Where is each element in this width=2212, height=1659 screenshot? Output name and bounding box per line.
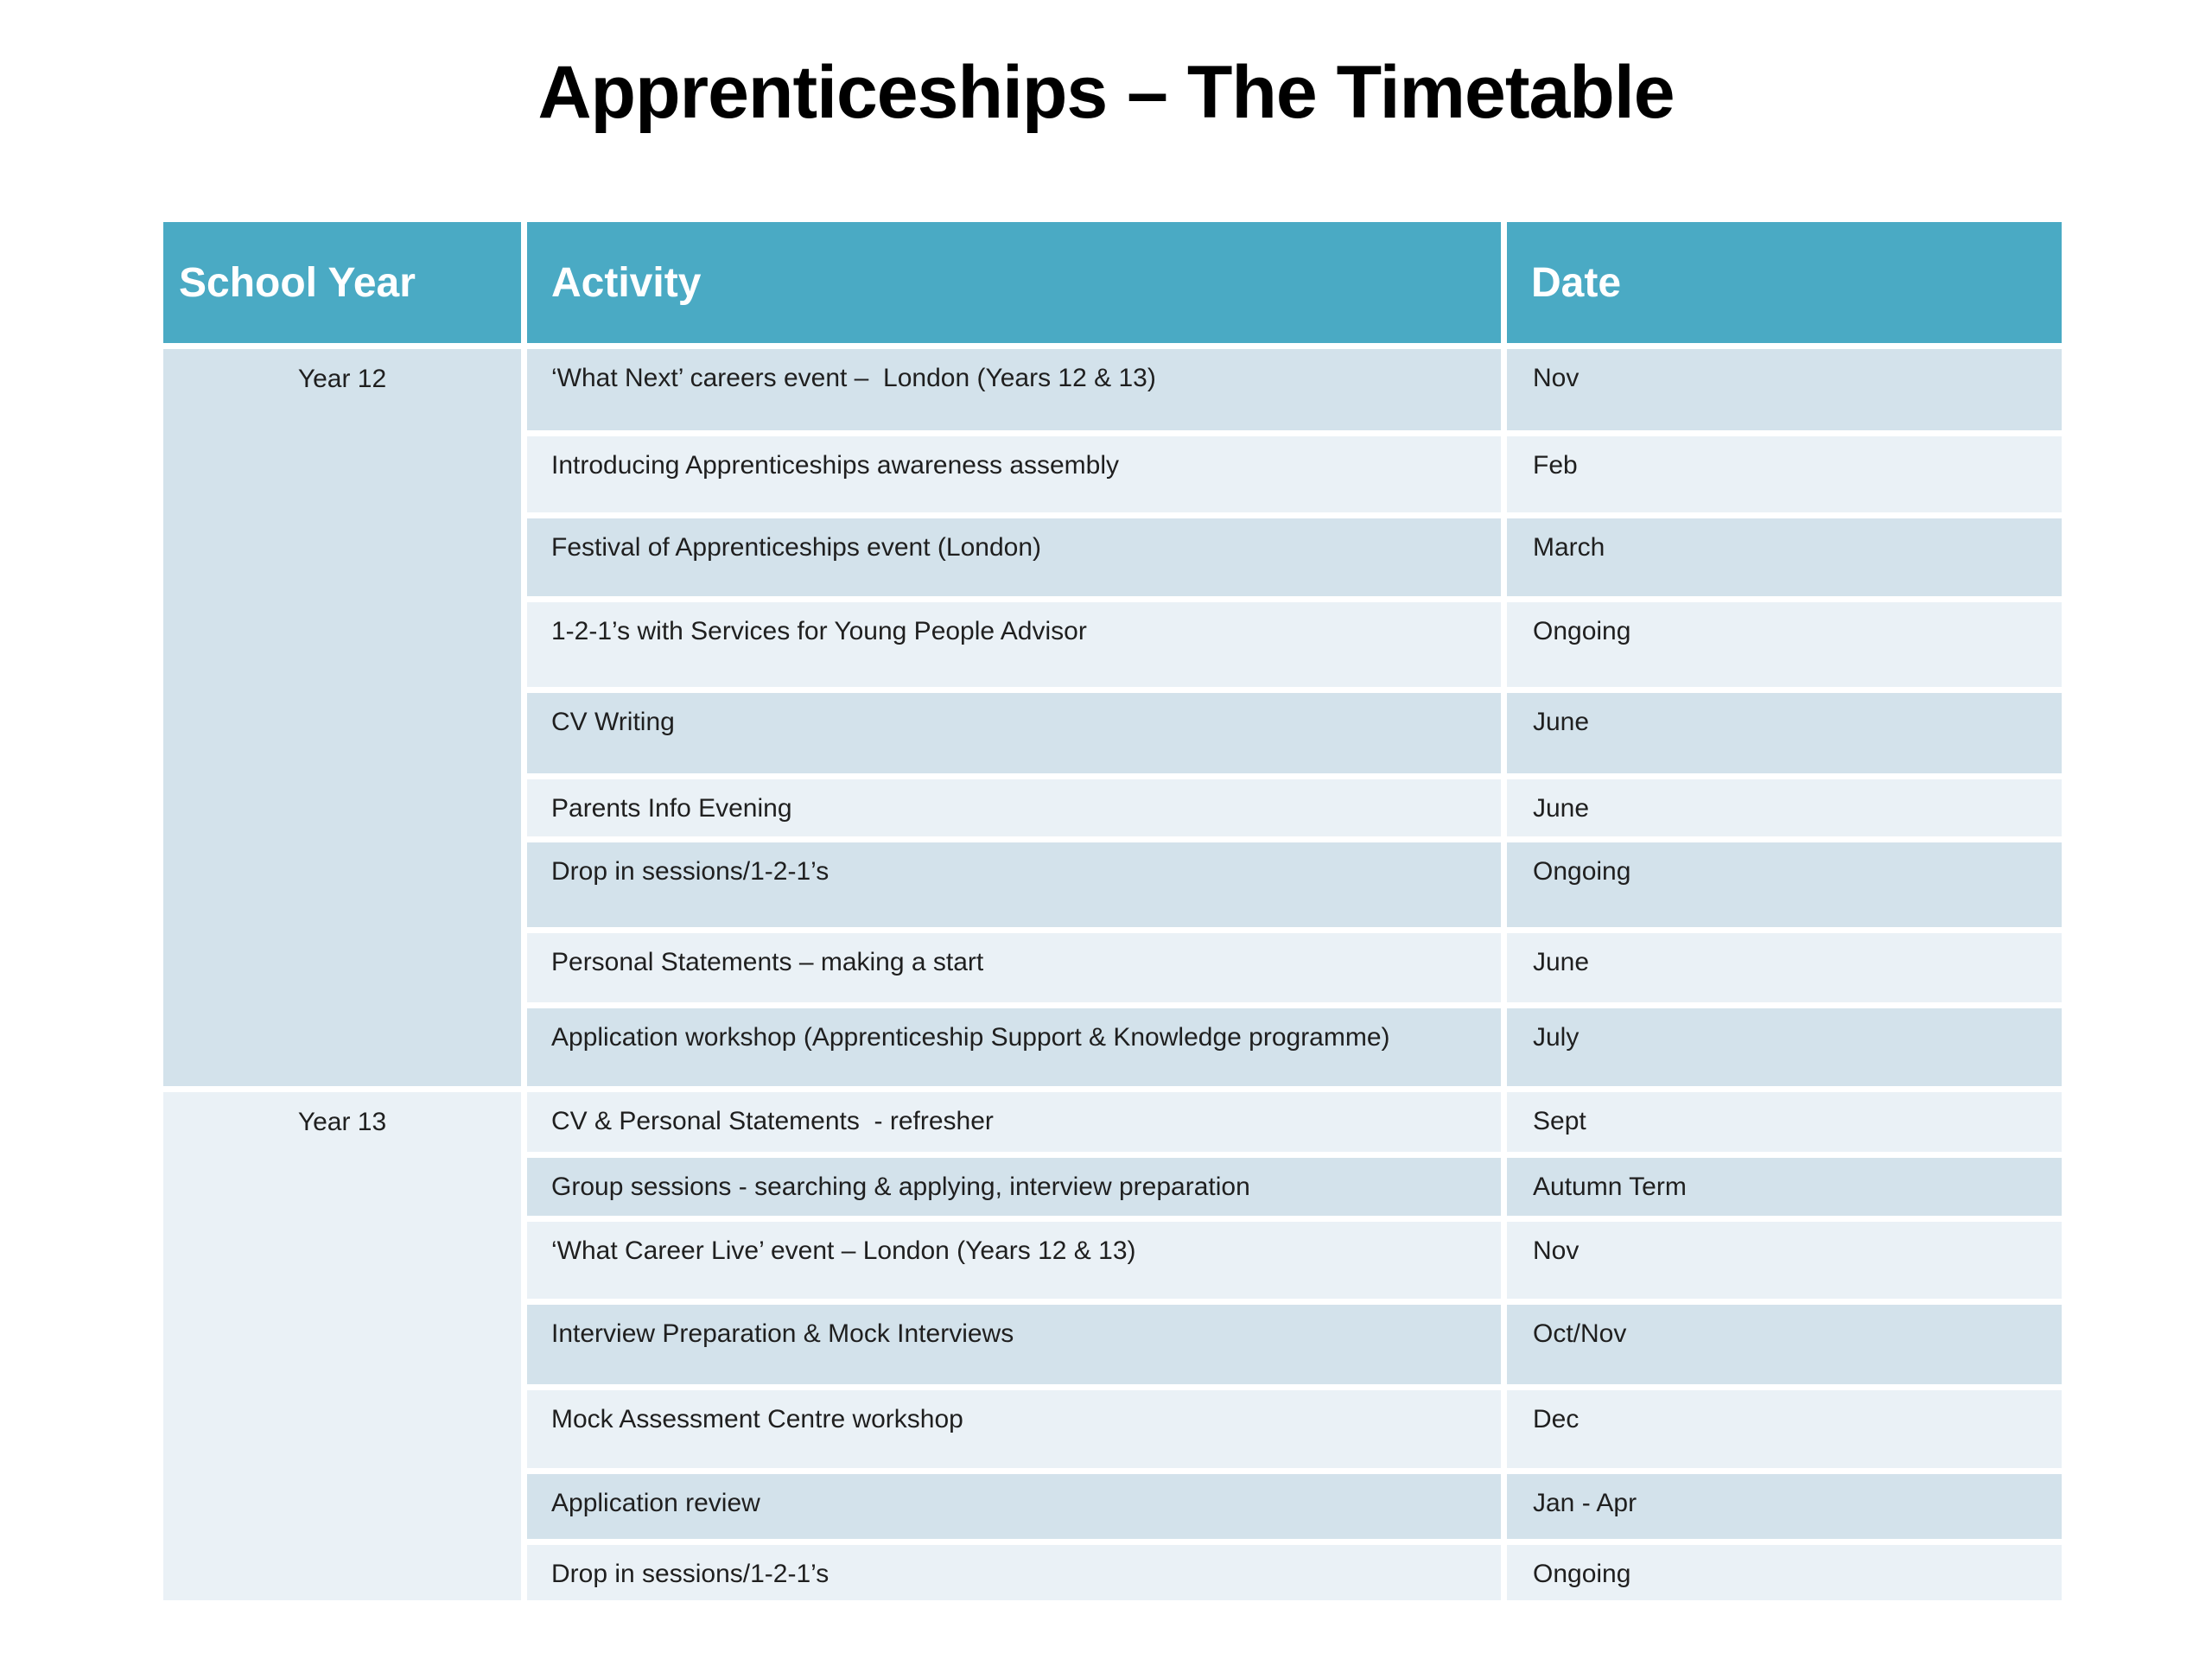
date-cell: Nov: [1507, 1222, 2062, 1299]
header-date: Date: [1507, 222, 2062, 343]
year-12-cell: Year 12: [163, 349, 521, 1086]
activity-cell: Application workshop (Apprenticeship Sup…: [527, 1008, 1501, 1086]
activity-cell: CV Writing: [527, 693, 1501, 773]
activity-cell: 1-2-1’s with Services for Young People A…: [527, 602, 1501, 687]
timetable-table: School Year Activity Date Year 12 ‘What …: [163, 222, 2062, 1600]
activity-cell: Group sessions - searching & applying, i…: [527, 1158, 1501, 1216]
activity-cell: Festival of Apprenticeships event (Londo…: [527, 518, 1501, 596]
date-cell: Nov: [1507, 349, 2062, 430]
activity-cell: Drop in sessions/1-2-1’s: [527, 842, 1501, 927]
date-cell: Autumn Term: [1507, 1158, 2062, 1216]
page-title: Apprenticeships – The Timetable: [537, 51, 1675, 134]
activity-cell: Application review: [527, 1474, 1501, 1539]
activity-cell: Drop in sessions/1-2-1’s: [527, 1545, 1501, 1600]
date-cell: Oct/Nov: [1507, 1305, 2062, 1384]
date-cell: Jan - Apr: [1507, 1474, 2062, 1539]
activity-cell: ‘What Career Live’ event – London (Years…: [527, 1222, 1501, 1299]
activity-cell: Parents Info Evening: [527, 779, 1501, 836]
activity-cell: ‘What Next’ careers event – London (Year…: [527, 349, 1501, 430]
date-cell: June: [1507, 693, 2062, 773]
activity-cell: CV & Personal Statements - refresher: [527, 1092, 1501, 1152]
date-cell: March: [1507, 518, 2062, 596]
activity-cell: Interview Preparation & Mock Interviews: [527, 1305, 1501, 1384]
year-13-cell: Year 13: [163, 1092, 521, 1600]
header-activity: Activity: [527, 222, 1501, 343]
date-cell: Dec: [1507, 1390, 2062, 1468]
date-cell: Feb: [1507, 436, 2062, 512]
activity-cell: Introducing Apprenticeships awareness as…: [527, 436, 1501, 512]
date-cell: Ongoing: [1507, 602, 2062, 687]
date-cell: June: [1507, 779, 2062, 836]
date-cell: Ongoing: [1507, 1545, 2062, 1600]
date-cell: Sept: [1507, 1092, 2062, 1152]
date-cell: Ongoing: [1507, 842, 2062, 927]
date-cell: July: [1507, 1008, 2062, 1086]
activity-cell: Mock Assessment Centre workshop: [527, 1390, 1501, 1468]
header-school-year: School Year: [163, 222, 521, 343]
activity-cell: Personal Statements – making a start: [527, 933, 1501, 1002]
date-cell: June: [1507, 933, 2062, 1002]
